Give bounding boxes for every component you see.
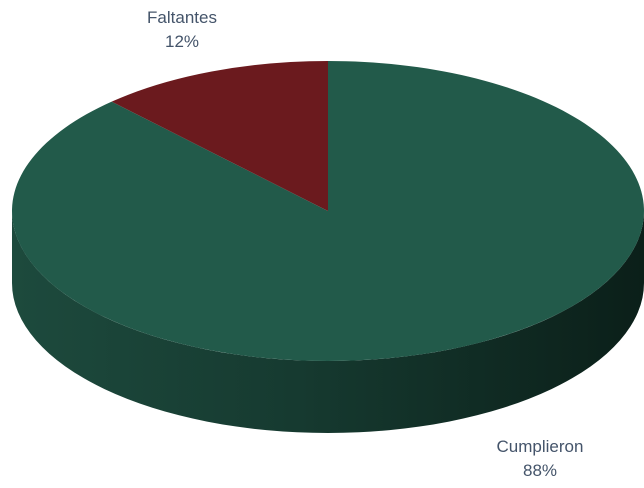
data-label-value-cumplieron: 88% — [523, 461, 557, 480]
pie-side-wall — [12, 211, 644, 433]
data-label-value-faltantes: 12% — [165, 32, 199, 51]
data-label-cumplieron: Cumplieron — [497, 437, 584, 456]
data-label-faltantes: Faltantes — [147, 8, 217, 27]
pie-slice-cumplieron — [12, 61, 644, 361]
pie-slice-faltantes — [111, 61, 329, 211]
